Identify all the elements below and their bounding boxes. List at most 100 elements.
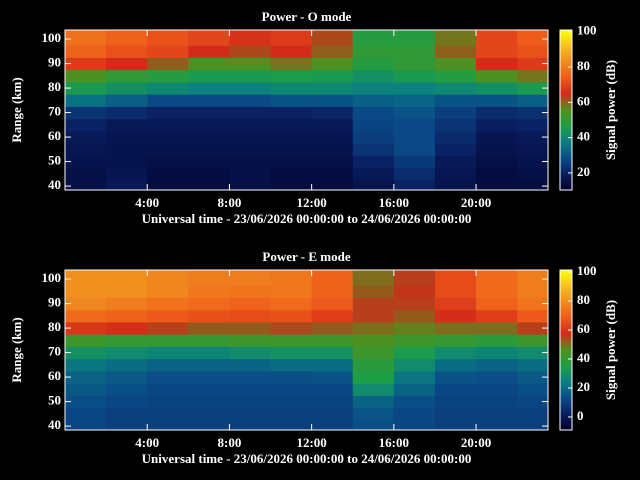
heatmap-cell [106, 155, 148, 169]
heatmap-cell [106, 167, 148, 181]
heatmap-cell [517, 106, 549, 120]
heatmap-cell [270, 94, 313, 107]
heatmap-cell [147, 383, 189, 396]
y-tick-label: 40 [48, 417, 61, 432]
heatmap-cell [393, 370, 436, 384]
heatmap-cell [188, 69, 230, 83]
heatmap-cell [147, 57, 189, 71]
heatmap-cell [434, 143, 477, 156]
heatmap-cell [517, 383, 549, 396]
heatmap-cell [476, 383, 518, 396]
heatmap-cell [147, 334, 189, 347]
heatmap-cell [517, 407, 549, 421]
heatmap-cell [106, 94, 148, 107]
heatmap-cell [229, 297, 272, 311]
heatmap-cell [270, 106, 313, 120]
y-tick-label: 90 [48, 55, 61, 70]
heatmap-cell [393, 32, 436, 46]
y-tick-label: 90 [48, 295, 61, 310]
y-tick-label: 80 [48, 319, 61, 334]
heatmap-cell [434, 309, 477, 323]
heatmap-cell [106, 143, 148, 156]
heatmap-cell [311, 118, 354, 132]
heatmap-cell [476, 106, 518, 120]
heatmap-cell [311, 297, 354, 311]
heatmap-cell [270, 32, 313, 46]
heatmap-cell [270, 407, 313, 421]
heatmap-cell [106, 45, 148, 58]
heatmap-cell [476, 32, 518, 46]
heatmap-cell [270, 297, 313, 311]
heatmap-cell [106, 130, 148, 144]
heatmap-cell [434, 155, 477, 169]
heatmap-cell [517, 334, 549, 347]
heatmap-cell [65, 285, 107, 298]
heatmap-cell [229, 106, 272, 120]
heatmap-cell [229, 334, 272, 347]
heatmap-cell [188, 130, 230, 144]
heatmap-cell [270, 334, 313, 347]
heatmap-cell [434, 370, 477, 384]
heatmap-cell [393, 130, 436, 144]
heatmap-cell [65, 106, 107, 120]
heatmap-cell [147, 321, 189, 335]
heatmap-cell [188, 45, 230, 58]
colorbar-tick-label: 40 [577, 350, 590, 365]
heatmap-cell [311, 167, 354, 181]
heatmap-cell [188, 106, 230, 120]
heatmap-cell [147, 395, 189, 409]
heatmap-cell [476, 334, 518, 347]
heatmap-cell [476, 309, 518, 323]
heatmap-cell [65, 179, 107, 191]
y-axis-label: Range (km) [9, 317, 24, 382]
heatmap-cell [311, 130, 354, 144]
heatmap-cell [476, 270, 518, 274]
heatmap-cell [311, 155, 354, 169]
heatmap-cell [517, 370, 549, 384]
heatmap-cell [106, 346, 148, 360]
colorbar-tick-label: 40 [577, 129, 590, 144]
heatmap-cell [517, 45, 549, 58]
colorbar-tick-label: 80 [577, 292, 590, 307]
heatmap-cell [517, 358, 549, 372]
heatmap-cell [270, 383, 313, 396]
heatmap-cell [229, 167, 272, 181]
heatmap-cell [434, 383, 477, 396]
heatmap-cell [393, 118, 436, 132]
heatmap-cell [517, 309, 549, 323]
heatmap-cell [188, 32, 230, 46]
heatmap-cell [476, 69, 518, 83]
heatmap-cell [65, 334, 107, 347]
heatmap-cell [65, 370, 107, 384]
heatmap-cell [65, 155, 107, 169]
heatmap-cell [65, 419, 107, 431]
heatmap-cell [434, 106, 477, 120]
heatmap-cell [476, 57, 518, 71]
colorbar-tick-label: 20 [577, 164, 590, 179]
heatmap-cell [65, 94, 107, 107]
y-tick-label: 100 [42, 30, 62, 45]
heatmap-cell [434, 81, 477, 95]
heatmap-cell [270, 419, 313, 431]
heatmap-cell [393, 179, 436, 191]
heatmap-cell [434, 30, 477, 34]
heatmap-cell [311, 143, 354, 156]
heatmap-cell [311, 321, 354, 335]
heatmap-cell [270, 130, 313, 144]
colorbar-tick-label: 60 [577, 93, 590, 108]
heatmap-cell [434, 395, 477, 409]
heatmap-cell [311, 106, 354, 120]
heatmap-cell [229, 370, 272, 384]
heatmap-cell [106, 30, 148, 34]
heatmap-cell [106, 69, 148, 83]
colorbar [560, 30, 572, 190]
heatmap-cell [393, 395, 436, 409]
heatmap-cell [270, 45, 313, 58]
heatmap-cell [517, 69, 549, 83]
heatmap-cell [65, 45, 107, 58]
heatmap-cell [229, 30, 272, 34]
heatmap-cell [65, 395, 107, 409]
heatmap-cell [229, 143, 272, 156]
heatmap-cell [434, 179, 477, 191]
